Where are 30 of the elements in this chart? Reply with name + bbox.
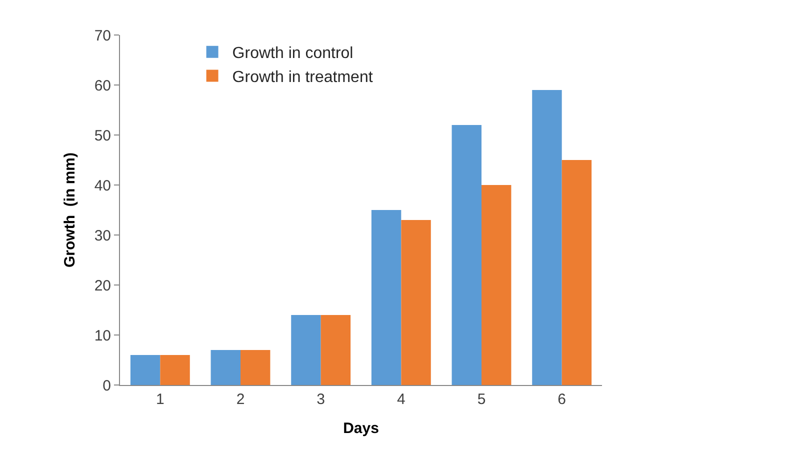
bar bbox=[482, 185, 512, 385]
y-axis-title: Growth (in mm) bbox=[62, 152, 79, 268]
y-tick-label: 40 bbox=[94, 177, 111, 194]
bar bbox=[210, 350, 240, 385]
bar bbox=[291, 315, 321, 385]
y-tick-label: 30 bbox=[94, 227, 111, 244]
bar bbox=[562, 160, 592, 385]
y-tick-label: 20 bbox=[94, 277, 111, 294]
bar bbox=[240, 350, 270, 385]
legend-label: Growth in treatment bbox=[232, 68, 374, 86]
x-tick-label: 2 bbox=[236, 391, 245, 408]
y-tick-label: 70 bbox=[94, 27, 111, 44]
x-tick-label: 1 bbox=[156, 391, 164, 408]
y-tick-label: 0 bbox=[102, 377, 111, 394]
legend-label: Growth in control bbox=[232, 45, 354, 62]
bar bbox=[130, 355, 160, 385]
bar bbox=[371, 210, 402, 385]
x-axis-title: Days bbox=[343, 420, 379, 437]
y-tick-label: 50 bbox=[94, 127, 111, 144]
bar bbox=[532, 90, 562, 385]
x-tick-label: 5 bbox=[477, 391, 486, 408]
bar bbox=[320, 315, 351, 385]
bar bbox=[401, 220, 431, 385]
bar bbox=[452, 125, 482, 385]
x-tick-label: 6 bbox=[558, 391, 566, 408]
y-tick-label: 10 bbox=[94, 327, 111, 344]
bar bbox=[160, 355, 190, 385]
y-tick-label: 60 bbox=[94, 77, 111, 94]
x-tick-label: 3 bbox=[316, 391, 325, 408]
x-tick-label: 4 bbox=[397, 391, 406, 408]
